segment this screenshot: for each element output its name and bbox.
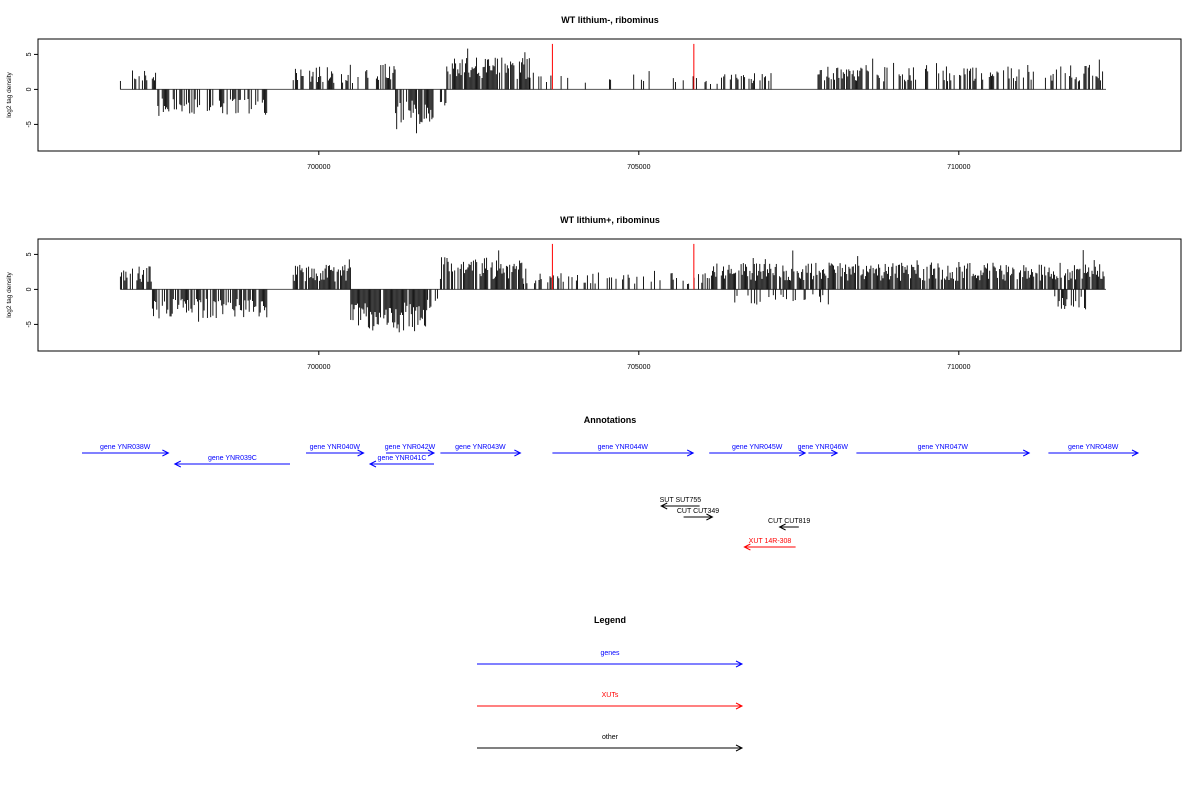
y-tick-label: -5 (26, 121, 33, 127)
feature-arrowhead (706, 513, 714, 521)
legend-label: XUTs (602, 692, 619, 699)
feature-arrowhead (1131, 449, 1140, 457)
feature-list: gene YNR038W gene YNR039C gene YNR040W gene… (82, 444, 1140, 551)
legend-entries: genes XUTs other (477, 650, 744, 752)
x-tick-label: 710000 (947, 164, 970, 171)
feature-xut-14r-308: XUT 14R-308 (743, 538, 796, 551)
feature-gene-ynr038w: gene YNR038W (82, 444, 170, 457)
feature-arrowhead (514, 449, 522, 457)
feature-gene-ynr047w: gene YNR047W (856, 444, 1031, 457)
x-tick-label: 705000 (627, 164, 650, 171)
feature-arrowhead (368, 460, 377, 468)
feature-label: gene YNR041C (378, 455, 427, 462)
legend-title: Legend (594, 615, 626, 625)
legend-entry-other: other (477, 734, 744, 752)
feature-label: gene YNR039C (208, 455, 257, 462)
feature-gene-ynr045w: gene YNR045W (709, 444, 807, 457)
feature-sut-sut755: SUT SUT755 (660, 497, 702, 510)
legend-label: genes (600, 650, 620, 657)
feature-arrowhead (173, 460, 182, 468)
feature-gene-ynr043w: gene YNR043W (440, 444, 522, 457)
feature-arrowhead (660, 502, 668, 510)
legend-arrowhead (735, 702, 744, 710)
feature-arrowhead (686, 449, 695, 457)
y-axis-label: log2 tag density (6, 71, 13, 117)
density-bars (119, 43, 1106, 134)
x-axis: 700000 705000 710000 (307, 151, 971, 171)
feature-arrowhead (743, 543, 751, 551)
plot-frame (37, 238, 1182, 352)
feature-label: gene YNR038W (100, 444, 151, 451)
feature-gene-ynr044w: gene YNR044W (552, 444, 695, 457)
feature-label: gene YNR046W (798, 444, 849, 451)
track-panel-lithium-plus: WT lithium+, ribominus log2 tag density … (6, 215, 1182, 371)
feature-gene-ynr039c: gene YNR039C (173, 455, 290, 468)
feature-arrowhead (427, 449, 436, 457)
y-tick-label: -5 (26, 321, 33, 327)
y-axis-label: log2 tag density (6, 271, 13, 317)
feature-arrowhead (830, 449, 839, 457)
feature-arrowhead (357, 449, 365, 457)
feature-gene-ynr042w: gene YNR042W (385, 444, 436, 457)
feature-arrowhead (1022, 449, 1031, 457)
feature-gene-ynr048w: gene YNR048W (1048, 444, 1140, 457)
track-title: WT lithium-, ribominus (561, 15, 659, 25)
feature-cut-cut349: CUT CUT349 (677, 508, 719, 521)
track-title: WT lithium+, ribominus (560, 215, 660, 225)
feature-label: gene YNR047W (918, 444, 969, 451)
y-tick-label: 5 (26, 252, 33, 256)
feature-label: gene YNR048W (1068, 444, 1119, 451)
x-tick-label: 700000 (307, 164, 330, 171)
feature-label: gene YNR040W (310, 444, 361, 451)
legend: Legend genes XUTs other (477, 615, 744, 752)
feature-label: SUT SUT755 (660, 497, 702, 504)
x-tick-label: 705000 (627, 364, 650, 371)
feature-label: gene YNR044W (598, 444, 649, 451)
annotations-title: Annotations (584, 415, 637, 425)
feature-label: gene YNR045W (732, 444, 783, 451)
y-tick-label: 0 (26, 287, 33, 291)
plot-frame (37, 38, 1182, 152)
feature-gene-ynr046w: gene YNR046W (798, 444, 849, 457)
legend-arrowhead (735, 744, 744, 752)
feature-label: gene YNR043W (455, 444, 506, 451)
feature-label: CUT CUT349 (677, 508, 719, 515)
x-tick-label: 700000 (307, 364, 330, 371)
y-axis: -5 0 5 (26, 252, 38, 328)
y-tick-label: 5 (26, 52, 33, 56)
feature-label: gene YNR042W (385, 444, 436, 451)
legend-entry-xuts: XUTs (477, 692, 744, 710)
track-panel-lithium-minus: WT lithium-, ribominus log2 tag density … (6, 15, 1182, 171)
density-bars (119, 243, 1106, 333)
feature-gene-ynr041c: gene YNR041C (368, 455, 434, 468)
y-tick-label: 0 (26, 87, 33, 91)
feature-arrowhead (798, 449, 807, 457)
feature-gene-ynr040w: gene YNR040W (306, 444, 365, 457)
feature-arrowhead (778, 523, 786, 531)
feature-arrowhead (162, 449, 170, 457)
legend-arrowhead (735, 660, 744, 668)
x-axis: 700000 705000 710000 (307, 351, 971, 371)
x-tick-label: 710000 (947, 364, 970, 371)
feature-cut-cut819: CUT CUT819 (768, 518, 810, 531)
y-axis: -5 0 5 (26, 52, 38, 128)
feature-label: CUT CUT819 (768, 518, 810, 525)
legend-entry-genes: genes (477, 650, 744, 668)
legend-label: other (602, 734, 619, 741)
feature-label: XUT 14R-308 (749, 538, 792, 545)
